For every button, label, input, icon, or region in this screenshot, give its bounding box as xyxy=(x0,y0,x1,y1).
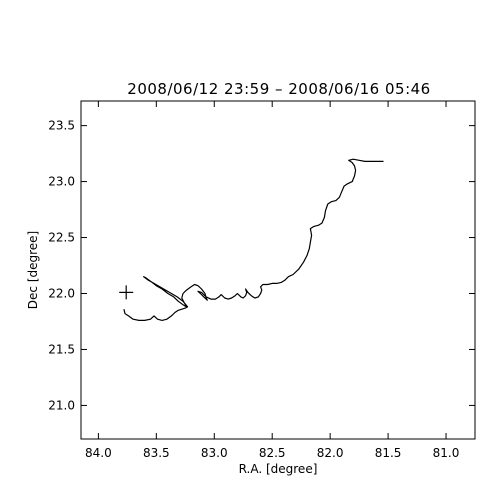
x-axis-label: R.A. [degree] xyxy=(239,462,318,476)
plot-frame xyxy=(80,100,476,440)
y-tick-label: 22.0 xyxy=(48,287,75,301)
chart-title: 2008/06/12 23:59 – 2008/06/16 05:46 xyxy=(127,80,430,98)
x-tick-label: 83.5 xyxy=(143,446,170,460)
x-tick-label: 81.5 xyxy=(375,446,402,460)
x-tick-label: 81.0 xyxy=(433,446,460,460)
x-tick-label: 82.5 xyxy=(259,446,286,460)
x-tick-label: 83.0 xyxy=(201,446,228,460)
y-tick-label: 21.5 xyxy=(48,342,75,356)
x-tick-label: 84.0 xyxy=(85,446,112,460)
y-tick-label: 22.5 xyxy=(48,231,75,245)
y-tick-label: 21.0 xyxy=(48,398,75,412)
y-tick-label: 23.0 xyxy=(48,175,75,189)
trajectory-line xyxy=(123,158,384,321)
axes-layer: 84.0 83.5 83.0 82.5 82.0 81.5 81.0 21.0 21.5 22.0… xyxy=(48,100,476,460)
series-layer xyxy=(123,158,384,321)
x-tick-label: 82.0 xyxy=(317,446,344,460)
marker-layer xyxy=(119,285,134,300)
y-axis-label: Dec [degree] xyxy=(26,231,40,309)
y-tick-label: 23.5 xyxy=(48,119,75,133)
